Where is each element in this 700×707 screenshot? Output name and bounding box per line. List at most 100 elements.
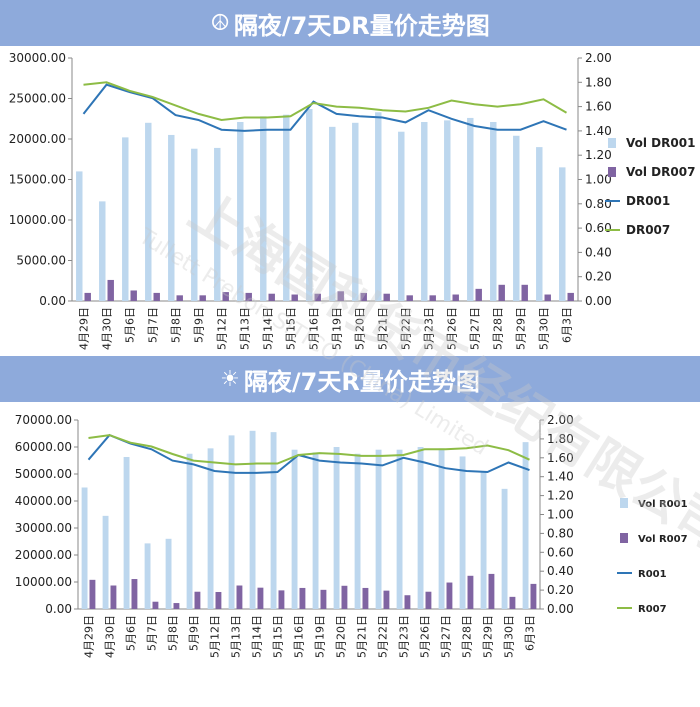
right-tick-label: 0.80 <box>585 197 612 211</box>
bar-vol-r007 <box>488 573 495 609</box>
right-tick-label: 1.80 <box>547 432 574 446</box>
bar-vol-dr001 <box>536 147 543 301</box>
x-tick-label: 5月19日 <box>314 615 327 658</box>
bar-vol-dr001 <box>260 116 267 301</box>
x-tick-label: 5月27日 <box>440 615 453 658</box>
bar-vol-r001 <box>396 449 403 609</box>
right-tick-label: 0.00 <box>585 294 612 308</box>
legend-swatch <box>608 167 616 177</box>
left-tick-label: 0.00 <box>45 602 72 616</box>
bar-vol-dr001 <box>375 112 382 302</box>
x-tick-label: 5月13日 <box>230 615 243 658</box>
right-tick-label: 0.60 <box>547 545 574 559</box>
right-tick-label: 1.80 <box>585 75 612 89</box>
bar-vol-dr001 <box>283 114 290 301</box>
x-tick-label: 5月8日 <box>170 307 183 343</box>
bar-vol-r007 <box>215 591 222 609</box>
bar-vol-r007 <box>530 583 537 609</box>
bar-vol-r001 <box>81 487 88 609</box>
bar-vol-dr007 <box>245 292 252 301</box>
x-tick-label: 5月7日 <box>147 307 160 343</box>
left-tick-label: 5000.00 <box>16 254 66 268</box>
bar-vol-dr007 <box>176 295 183 301</box>
x-tick-label: 5月29日 <box>482 615 495 658</box>
left-tick-label: 25000.00 <box>9 92 66 106</box>
bar-vol-dr007 <box>107 279 114 301</box>
bar-vol-dr007 <box>337 291 344 301</box>
legend-label: Vol DR007 <box>626 165 695 179</box>
bar-vol-dr001 <box>398 131 405 301</box>
bar-vol-dr007 <box>498 284 505 301</box>
chart2-title: 隔夜/7天R量价走势图 <box>243 367 480 396</box>
bar-vol-dr007 <box>475 288 482 301</box>
chart2-title-bar: ☀ 隔夜/7天R量价走势图 <box>0 356 700 402</box>
bar-vol-dr007 <box>84 292 91 301</box>
bar-vol-r007 <box>173 603 180 609</box>
right-tick-label: 1.40 <box>585 124 612 138</box>
left-tick-label: 20000.00 <box>9 132 66 146</box>
bar-vol-dr007 <box>268 293 275 301</box>
right-tick-label: 1.60 <box>585 100 612 114</box>
x-tick-label: 5月21日 <box>377 307 390 350</box>
bar-vol-r001 <box>123 456 130 609</box>
left-tick-label: 30000.00 <box>15 521 72 535</box>
x-tick-label: 5月16日 <box>293 615 306 658</box>
bar-vol-r001 <box>270 432 277 609</box>
bar-vol-dr001 <box>490 121 497 302</box>
bar-vol-r007 <box>383 590 390 609</box>
x-tick-label: 5月19日 <box>331 307 344 350</box>
right-tick-label: 2.00 <box>547 413 574 427</box>
chart1-title: 隔夜/7天DR量价走势图 <box>233 11 490 40</box>
bar-vol-dr007 <box>452 294 459 301</box>
bar-vol-dr001 <box>467 117 474 301</box>
bar-vol-dr001 <box>168 134 175 301</box>
bar-vol-dr001 <box>145 122 152 301</box>
chart1-plot: 0.00 5000.00 10000.00 15000.00 20000.00 25000… <box>9 51 696 350</box>
bar-vol-r007 <box>425 591 432 609</box>
legend-swatch <box>620 498 628 508</box>
left-tick-label: 15000.00 <box>9 173 66 187</box>
x-tick-label: 5月12日 <box>216 307 229 350</box>
bar-vol-r001 <box>354 453 361 609</box>
bar-vol-dr007 <box>406 295 413 301</box>
x-tick-label: 5月14日 <box>262 307 275 350</box>
chart2-plot: 0.00 10000.00 20000.00 30000.00 40000.00 5000… <box>15 413 688 658</box>
x-tick-label: 5月23日 <box>398 615 411 658</box>
bar-vol-r001 <box>312 452 319 609</box>
bar-vol-r007 <box>509 596 516 609</box>
legend-label: R007 <box>638 604 667 615</box>
legend-label: DR007 <box>626 223 670 237</box>
right-tick-label: 0.00 <box>547 602 574 616</box>
x-tick-label: 5月14日 <box>251 615 264 658</box>
left-tick-label: 40000.00 <box>15 494 72 508</box>
bar-vol-dr007 <box>521 284 528 301</box>
right-tick-label: 2.00 <box>585 51 612 65</box>
bar-vol-r007 <box>299 587 306 609</box>
peace-icon: ☮ <box>210 10 230 36</box>
x-tick-label: 5月30日 <box>538 307 551 350</box>
right-tick-label: 1.20 <box>585 148 612 162</box>
bar-vol-dr001 <box>421 121 428 302</box>
bar-vol-r007 <box>110 585 117 609</box>
x-tick-label: 5月20日 <box>335 615 348 658</box>
bar-vol-dr007 <box>429 295 436 301</box>
bar-vol-dr007 <box>360 292 367 301</box>
bar-vol-r001 <box>165 538 172 609</box>
right-tick-label: 1.40 <box>547 470 574 484</box>
bar-vol-dr001 <box>444 120 451 302</box>
left-tick-label: 10000.00 <box>15 575 72 589</box>
line-dr001 <box>82 83 567 132</box>
bar-vol-r001 <box>333 447 340 609</box>
x-tick-label: 4月30日 <box>104 615 117 658</box>
x-tick-label: 5月28日 <box>461 615 474 658</box>
x-tick-label: 5月29日 <box>515 307 528 350</box>
bar-vol-dr001 <box>214 147 221 301</box>
bar-vol-r001 <box>186 453 193 609</box>
x-tick-label: 5月26日 <box>419 615 432 658</box>
bar-vol-r001 <box>438 448 445 609</box>
bar-vol-r007 <box>131 579 138 609</box>
left-tick-label: 30000.00 <box>9 51 66 65</box>
left-tick-label: 50000.00 <box>15 467 72 481</box>
legend-label: R001 <box>638 569 667 580</box>
x-tick-label: 5月22日 <box>400 307 413 350</box>
